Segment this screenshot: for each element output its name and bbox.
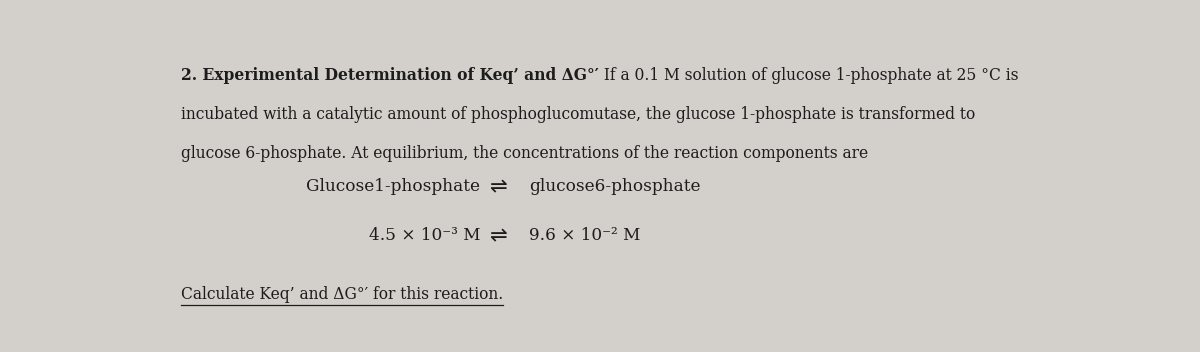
Text: glucose 6-phosphate. At equilibrium, the concentrations of the reaction componen: glucose 6-phosphate. At equilibrium, the… [181,145,868,162]
Text: glucose6-phosphate: glucose6-phosphate [529,178,701,195]
Text: 2. Experimental Determination of Keq’ and ΔG°′: 2. Experimental Determination of Keq’ an… [181,67,599,84]
Text: Calculate Keq’ and ΔG°′ for this reaction.: Calculate Keq’ and ΔG°′ for this reactio… [181,286,503,303]
Text: Glucose1-phosphate: Glucose1-phosphate [306,178,480,195]
Text: ⇌: ⇌ [490,227,508,246]
Text: 9.6 × 10⁻² M: 9.6 × 10⁻² M [529,227,641,244]
Text: If a 0.1 M solution of glucose 1-phosphate at 25 °C is: If a 0.1 M solution of glucose 1-phospha… [599,67,1018,84]
Text: incubated with a catalytic amount of phosphoglucomutase, the glucose 1-phosphate: incubated with a catalytic amount of pho… [181,106,974,123]
Text: ⇌: ⇌ [490,178,508,198]
Text: 4.5 × 10⁻³ M: 4.5 × 10⁻³ M [368,227,480,244]
